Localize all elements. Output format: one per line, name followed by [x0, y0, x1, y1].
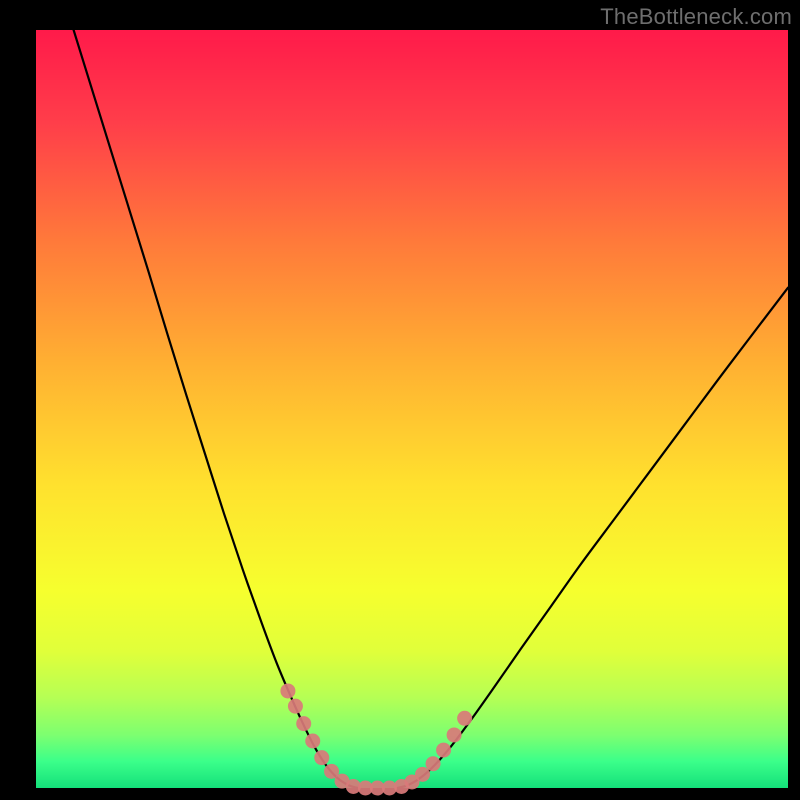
marker-dot [280, 683, 295, 698]
marker-dot [426, 756, 441, 771]
right-markers [394, 711, 472, 794]
marker-dot [296, 716, 311, 731]
left-curve [74, 30, 358, 788]
marker-dot [447, 727, 462, 742]
marker-dot [415, 767, 430, 782]
plot-area [36, 30, 788, 788]
marker-dot [305, 734, 320, 749]
chart-stage: TheBottleneck.com [0, 0, 800, 800]
marker-dot [436, 743, 451, 758]
left-markers [280, 683, 397, 795]
curve-layer [36, 30, 788, 788]
marker-dot [288, 699, 303, 714]
marker-dot [314, 750, 329, 765]
right-curve [397, 288, 788, 788]
marker-dot [457, 711, 472, 726]
watermark-text: TheBottleneck.com [600, 4, 792, 30]
